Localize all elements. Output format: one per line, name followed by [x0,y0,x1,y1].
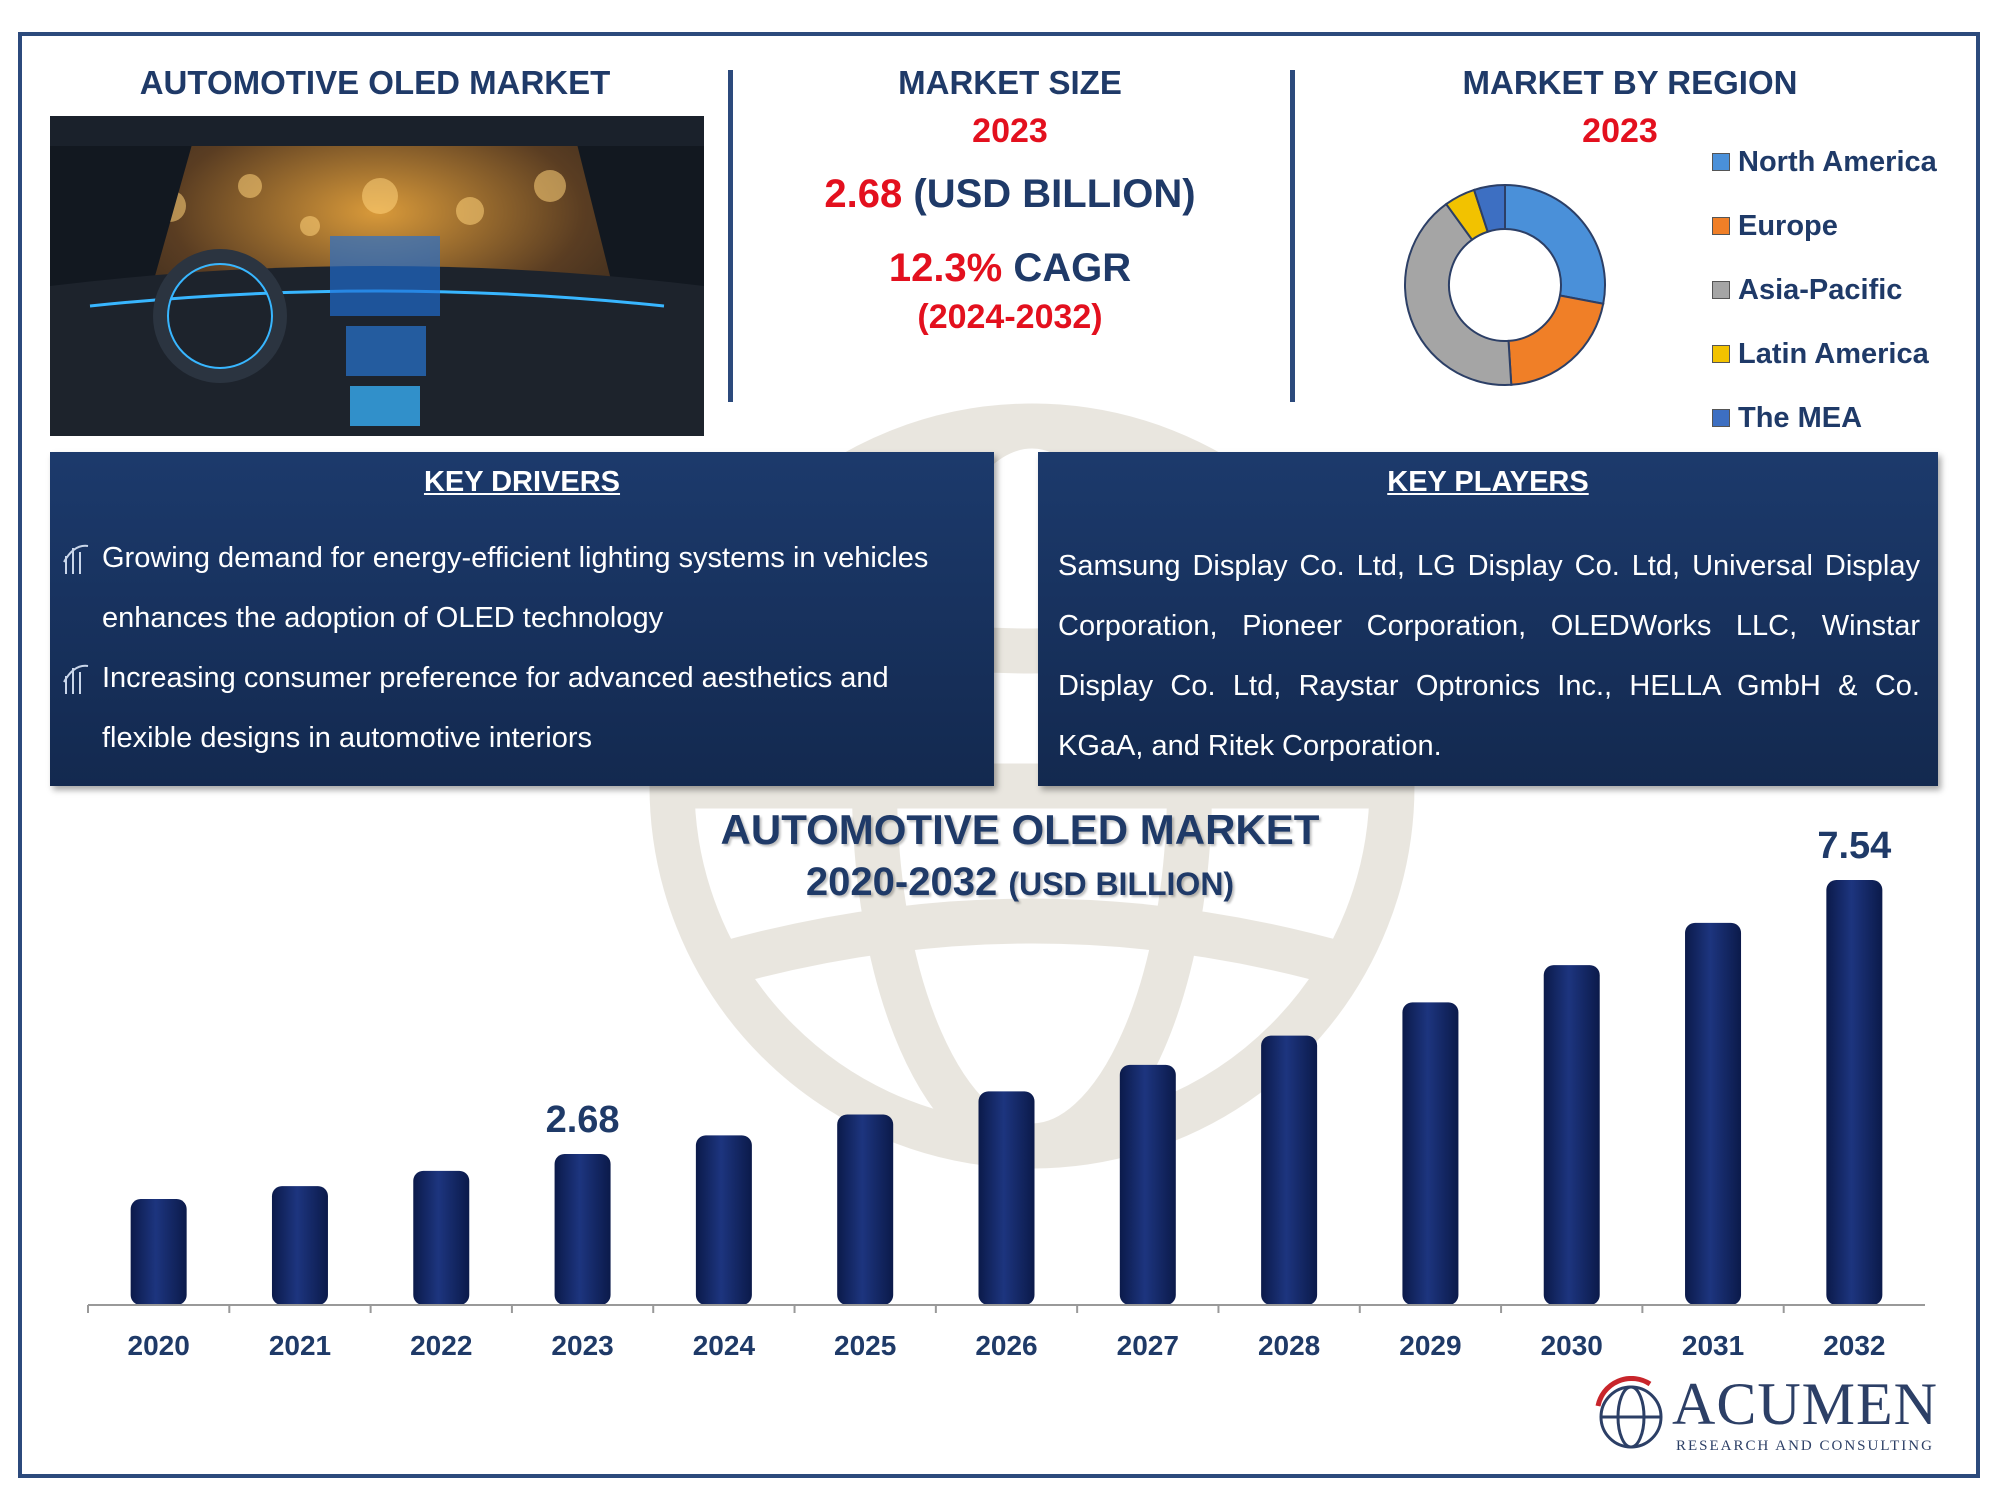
legend-label: Latin America [1738,337,1929,370]
legend-item: Asia-Pacific [1712,258,1972,322]
legend-label: Europe [1738,209,1838,242]
legend-swatch [1712,281,1730,299]
legend-swatch [1712,409,1730,427]
legend-swatch [1712,217,1730,235]
cagr-label: CAGR [1013,246,1132,290]
main-title: AUTOMOTIVE OLED MARKET [139,64,611,101]
market-size-value-line: 2.68 (USD BILLION) [760,172,1260,217]
legend-item: Latin America [1712,322,1972,386]
chart-title: AUTOMOTIVE OLED MARKET 2020-2032 (USD BI… [620,804,1420,910]
chart-title-line1: AUTOMOTIVE OLED MARKET [720,806,1320,853]
legend-item: North America [1712,130,1972,194]
key-drivers-title: KEY DRIVERS [423,466,621,498]
brand-name: ACUMEN [1672,1371,1939,1437]
legend-label: The MEA [1738,401,1863,434]
donut-slice [1507,294,1605,386]
chart-title-line2: 2020-2032 (USD BILLION) [620,856,1420,910]
region-year: 2023 [1582,112,1658,150]
trend-chart-icon [63,664,89,694]
legend-swatch [1712,153,1730,171]
market-size-unit: (USD BILLION) [913,172,1196,216]
divider-right [1290,70,1295,402]
driver-item-2: Increasing consumer preference for advan… [63,648,962,768]
market-size-value: 2.68 [824,172,903,216]
brand-logo: ACUMEN RESEARCH AND CONSULTING [1590,1371,1950,1466]
key-players-text: Samsung Display Co. Ltd, LG Display Co. … [1058,550,1920,762]
cagr-period: (2024-2032) [917,298,1103,336]
donut-slice [1472,183,1506,234]
legend-swatch [1712,345,1730,363]
donut-slice [1404,202,1513,386]
key-drivers-panel: KEY DRIVERS Growing demand for energy-ef… [50,452,994,786]
legend-item: The MEA [1712,386,1972,450]
region-donut-chart [1404,183,1606,386]
key-players-title: KEY PLAYERS [1387,466,1589,498]
legend-label: North America [1738,145,1937,178]
divider-left [728,70,733,402]
brand-tagline: RESEARCH AND CONSULTING [1676,1438,1934,1454]
driver-text-1: Growing demand for energy-efficient ligh… [102,542,929,634]
cagr-line: 12.3% CAGR [760,246,1260,291]
driver-item-1: Growing demand for energy-efficient ligh… [63,528,962,648]
market-size-title: MARKET SIZE [898,64,1122,101]
chart-title-unit: (USD BILLION) [1008,866,1235,902]
key-players-panel: KEY PLAYERS Samsung Display Co. Ltd, LG … [1038,452,1938,786]
donut-slice [1504,183,1606,305]
region-legend: North America Europe Asia-Pacific Latin Ame… [1712,130,1972,450]
driver-text-2: Increasing consumer preference for advan… [102,662,889,754]
cagr-value: 12.3% [888,246,1003,290]
legend-item: Europe [1712,194,1972,258]
globe-logo-icon [1595,1375,1663,1449]
trend-chart-icon [63,544,89,574]
market-size-year: 2023 [972,112,1048,150]
chart-title-years: 2020-2032 [805,860,998,904]
legend-label: Asia-Pacific [1738,273,1903,306]
region-title: MARKET BY REGION [1462,64,1798,101]
car-interior-photo [50,116,704,436]
